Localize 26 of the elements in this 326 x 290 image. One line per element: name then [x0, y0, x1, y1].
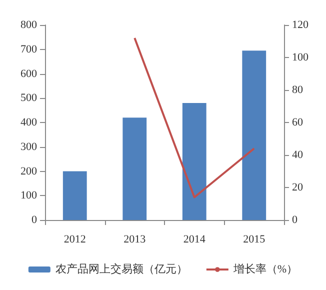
y-tick-label: 300 — [20, 140, 38, 153]
y2-tick-label: 40 — [292, 149, 304, 161]
y2-tick-label: 0 — [292, 214, 298, 226]
y-tick-label: 200 — [20, 165, 38, 178]
y-tick-label: 800 — [20, 19, 38, 31]
y-tick-label: 400 — [20, 116, 38, 128]
y-tick-label: 0 — [32, 214, 38, 226]
y2-tick-label: 100 — [292, 52, 309, 64]
x-tick-label: 2012 — [64, 234, 86, 246]
y-tick-label: 600 — [20, 68, 38, 80]
y2-tick-label: 80 — [292, 84, 304, 96]
legend-label: 增长率（%） — [232, 262, 298, 276]
y-tick-label: 700 — [20, 43, 38, 56]
x-tick-label: 2014 — [183, 234, 206, 246]
y2-tick-label: 20 — [292, 182, 304, 194]
y2-tick-label: 60 — [292, 116, 304, 128]
bar — [62, 171, 87, 220]
x-tick-label: 2013 — [124, 234, 146, 246]
y2-tick-label: 120 — [292, 19, 309, 31]
legend-label: 农产品网上交易额（亿元） — [55, 262, 188, 276]
bar — [242, 50, 266, 220]
y-tick-label: 500 — [20, 92, 38, 104]
bar — [182, 103, 206, 220]
bar — [122, 118, 147, 220]
x-tick-label: 2015 — [243, 234, 266, 246]
y-tick-label: 100 — [20, 190, 38, 202]
